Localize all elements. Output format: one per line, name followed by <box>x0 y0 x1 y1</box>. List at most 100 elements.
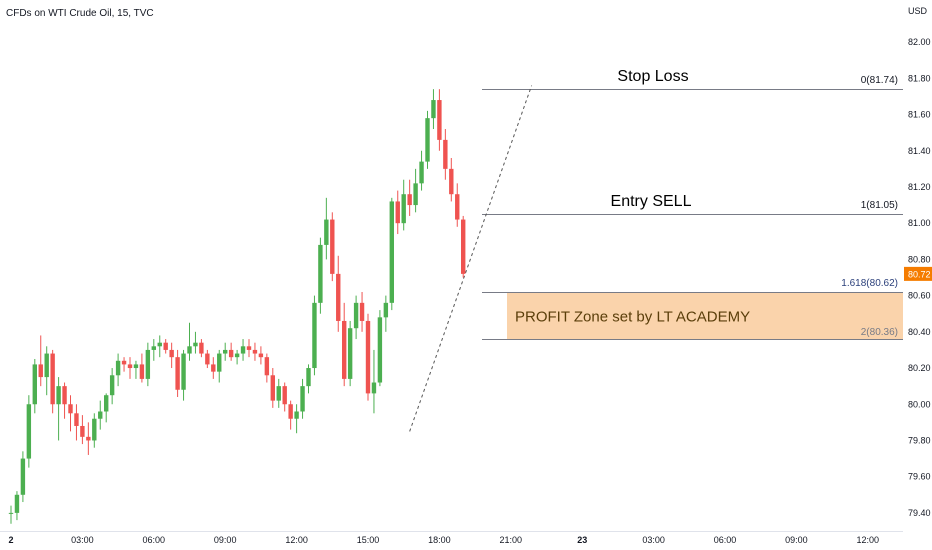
time-tick-label: 03:00 <box>71 535 94 545</box>
profit-zone-label: PROFIT Zone set by LT ACADEMY <box>515 309 750 326</box>
candle <box>306 364 310 393</box>
candle <box>68 395 72 431</box>
candle-body <box>312 303 316 368</box>
candle <box>443 129 447 180</box>
candle-body <box>318 245 322 303</box>
price-tick-label: 81.40 <box>908 146 931 156</box>
candles-layer <box>9 89 466 524</box>
candle <box>56 377 60 440</box>
candle-body <box>62 386 66 404</box>
candle <box>217 350 221 383</box>
time-tick-label: 12:00 <box>285 535 308 545</box>
candle <box>92 413 96 447</box>
candle-body <box>378 317 382 382</box>
candle <box>15 491 19 520</box>
candle-body <box>324 220 328 245</box>
candle <box>128 357 132 379</box>
fib-level-0-text: 0(81.74) <box>861 75 898 86</box>
candle-body <box>164 343 168 350</box>
candle <box>122 357 126 371</box>
candle <box>354 296 358 339</box>
candle <box>265 354 269 383</box>
candle-body <box>283 386 287 404</box>
price-tick-label: 81.00 <box>908 218 931 228</box>
candle-body <box>217 354 221 372</box>
candle <box>455 183 459 226</box>
price-tick-label: 81.20 <box>908 182 931 192</box>
time-tick-label: 23 <box>577 535 587 545</box>
candle-body <box>134 364 138 368</box>
candle-body <box>294 411 298 418</box>
candle <box>318 238 322 314</box>
candle-body <box>104 395 108 411</box>
candle-body <box>455 194 459 219</box>
stop-loss-label: Stop Loss <box>617 68 688 85</box>
candle <box>312 296 316 376</box>
candle <box>449 158 453 201</box>
candle <box>21 451 25 502</box>
price-tick-label: 79.80 <box>908 435 931 445</box>
candle <box>193 332 197 354</box>
candle-body <box>199 343 203 354</box>
candle <box>437 89 441 151</box>
entry-sell-label: Entry SELL <box>611 193 692 210</box>
candle-body <box>74 413 78 426</box>
fib-level-2-text: 2(80.36) <box>861 327 898 338</box>
candle-body <box>86 437 90 441</box>
candle <box>402 180 406 231</box>
price-tick-label: 82.00 <box>908 37 931 47</box>
time-axis[interactable]: 2 03:00 06:00 09:00 12:00 15:00 18:00 21:00 23 03… <box>0 532 903 546</box>
candle-body <box>431 100 435 118</box>
candle-body <box>122 361 126 365</box>
time-tick-label: 2 <box>8 535 13 545</box>
price-axis[interactable]: 82.00 81.80 81.60 81.40 81.20 81.00 80.80 80.60… <box>904 37 932 518</box>
candle-body <box>21 459 25 495</box>
candle-body <box>372 383 376 394</box>
candle-body <box>288 404 292 418</box>
candle <box>62 383 66 419</box>
fib-level-1618-text: 1.618(80.62) <box>841 278 898 289</box>
candle-body <box>193 343 197 347</box>
candle-body <box>425 118 429 161</box>
candle-body <box>407 194 411 205</box>
candle <box>372 350 376 413</box>
fib-level-1-text: 1(81.05) <box>861 200 898 211</box>
candle-body <box>15 495 19 513</box>
candle-body <box>265 357 269 375</box>
candle-body <box>56 386 60 404</box>
candle <box>116 354 120 387</box>
candle-body <box>360 303 364 321</box>
candle <box>259 346 263 364</box>
candle <box>396 191 400 234</box>
candle-body <box>247 346 251 350</box>
candle-body <box>253 350 257 354</box>
candle-body <box>181 354 185 390</box>
candle-body <box>271 375 275 400</box>
candle <box>342 303 346 386</box>
candle-body <box>396 201 400 223</box>
candle <box>241 339 245 361</box>
candle-body <box>259 354 263 358</box>
candle <box>330 212 334 281</box>
candle <box>9 506 13 524</box>
candle <box>223 343 227 361</box>
price-tick-label: 79.60 <box>908 472 931 482</box>
candle <box>431 89 435 129</box>
candle-body <box>223 350 227 354</box>
candle <box>294 404 298 433</box>
candle-body <box>205 354 209 365</box>
candle-body <box>27 404 31 458</box>
candle-body <box>366 321 370 393</box>
candle <box>158 335 162 357</box>
candle <box>205 350 209 368</box>
candle <box>271 368 275 408</box>
candle <box>80 415 84 444</box>
candle-body <box>50 354 54 405</box>
candle-body <box>241 346 245 353</box>
candle <box>110 368 114 404</box>
candle <box>169 343 173 368</box>
price-tick-label: 80.80 <box>908 254 931 264</box>
candle-body <box>342 321 346 379</box>
candle-body <box>152 346 156 350</box>
